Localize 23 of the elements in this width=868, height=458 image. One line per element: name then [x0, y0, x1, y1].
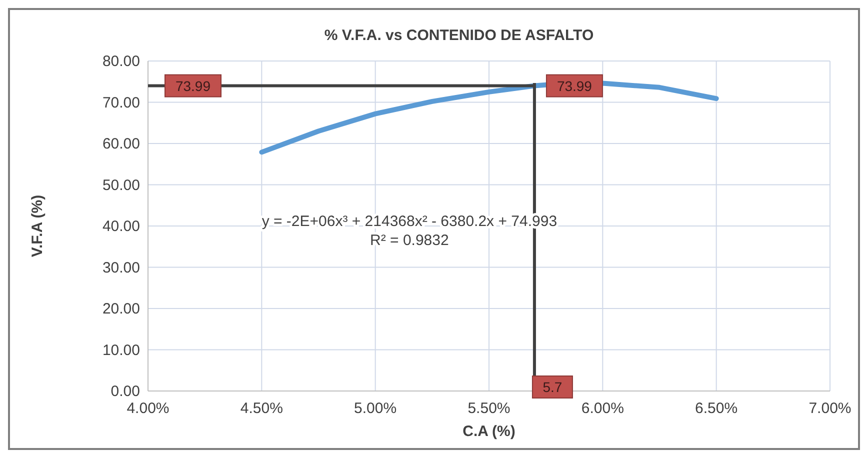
y-tick-label: 80.00	[102, 53, 140, 70]
chart-title: % V.F.A. vs CONTENIDO DE ASFALTO	[324, 27, 594, 44]
y-tick-label: 0.00	[110, 383, 140, 400]
y-tick-label: 30.00	[102, 259, 140, 276]
y-tick-label: 20.00	[102, 300, 140, 318]
ref-line-label: 73.99	[175, 78, 211, 94]
x-tick-label: 6.50%	[695, 400, 738, 417]
y-tick-label: 60.00	[102, 136, 140, 152]
y-axis-title: V.F.A (%)	[29, 194, 46, 258]
y-tick-label: 70.00	[102, 94, 140, 112]
annotation: R² = 0.9832	[370, 232, 449, 249]
y-tick-label: 40.00	[102, 218, 140, 235]
annotation: 73.99	[556, 78, 592, 94]
ref-line-label: 5.7	[542, 379, 562, 395]
y-tick-label: 10.00	[102, 342, 140, 359]
y-tick-label: 50.00	[102, 176, 140, 194]
x-axis-title: C.A (%)	[462, 423, 516, 440]
x-tick-label: 7.00%	[808, 400, 852, 417]
x-tick-label: 6.00%	[581, 400, 624, 417]
x-tick-label: 4.50%	[240, 400, 283, 417]
x-tick-label: 5.50%	[468, 400, 510, 417]
x-tick-label: 4.00%	[126, 400, 170, 417]
x-tick-label: 5.00%	[354, 400, 397, 417]
